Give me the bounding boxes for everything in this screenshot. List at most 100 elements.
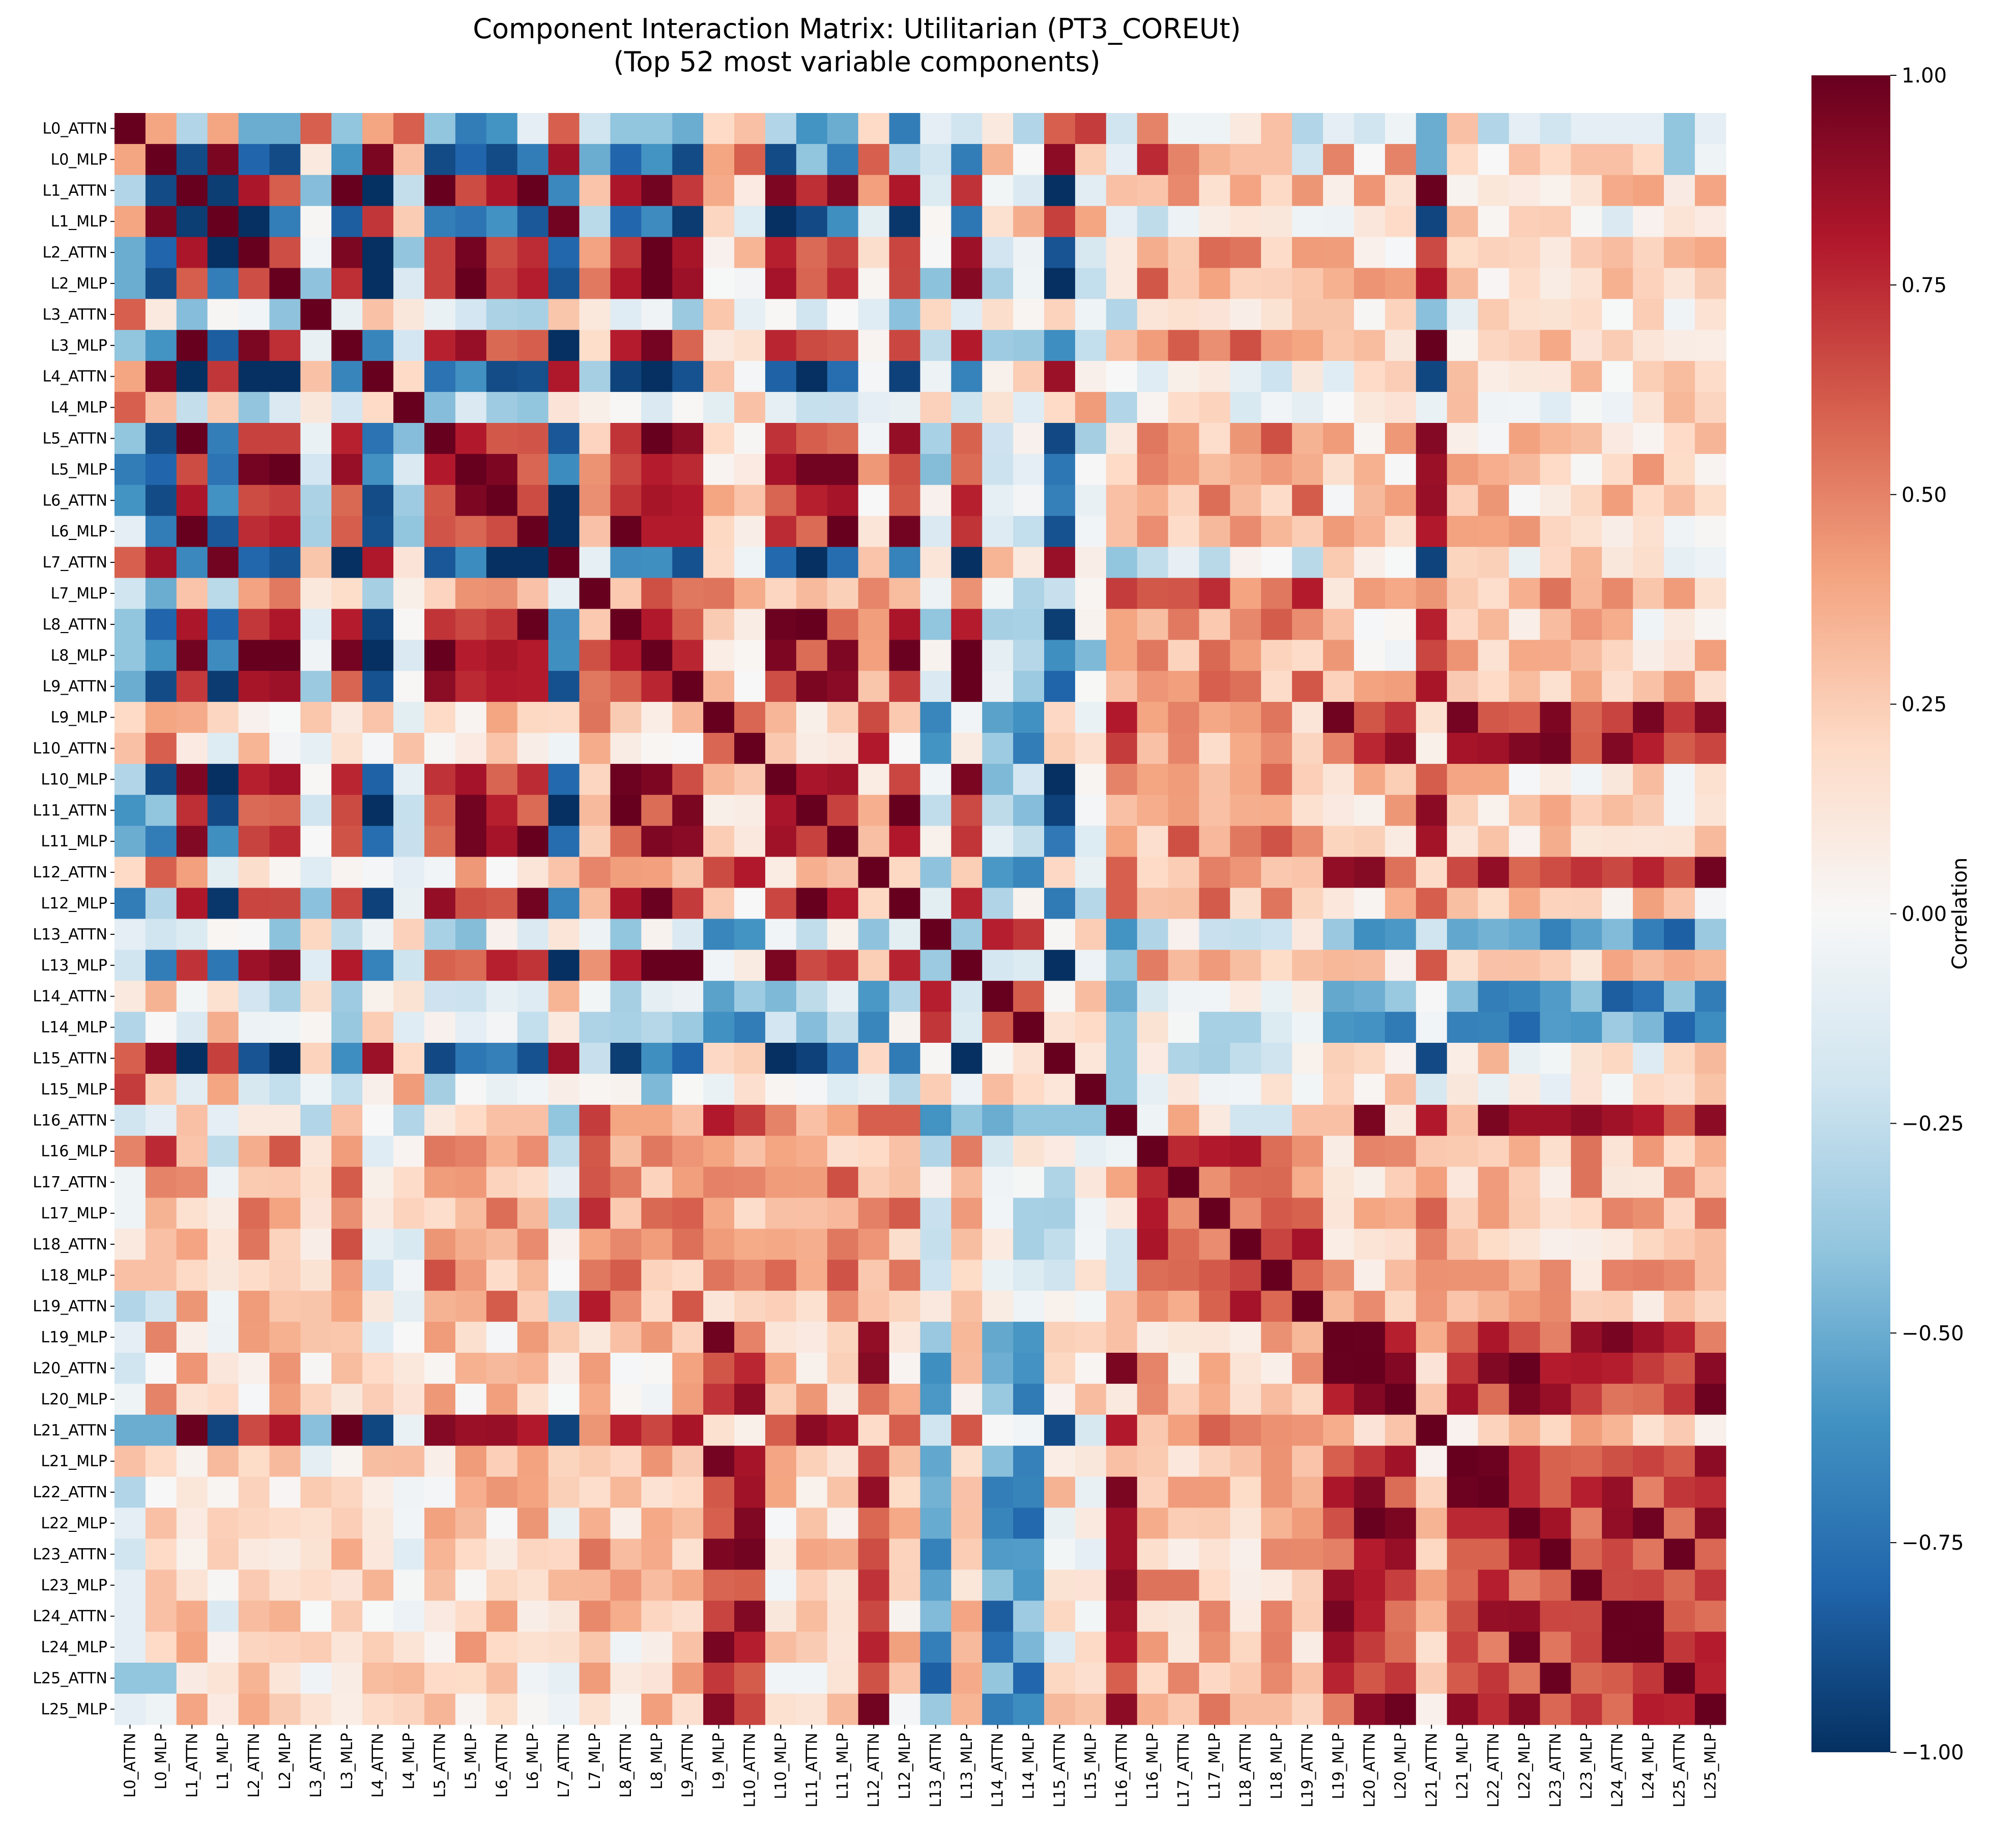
heatmap-cell-L2_ATTN-L20_ATTN	[1354, 237, 1386, 269]
heatmap-cell-L16_ATTN-L18_MLP	[1261, 1104, 1292, 1136]
heatmap-cell-L14_ATTN-L3_MLP	[331, 981, 363, 1012]
heatmap-cell-L5_ATTN-L3_ATTN	[300, 423, 332, 454]
heatmap-cell-L1_ATTN-L0_MLP	[145, 175, 177, 207]
heatmap-cell-L14_MLP-L4_MLP	[393, 1012, 425, 1043]
heatmap-cell-L6_MLP-L20_MLP	[1385, 516, 1417, 548]
heatmap-cell-L23_ATTN-L10_ATTN	[734, 1539, 766, 1570]
heatmap-cell-L21_MLP-L14_ATTN	[982, 1445, 1014, 1477]
heatmap-cell-L9_ATTN-L10_MLP	[765, 671, 797, 702]
heatmap-cell-L1_MLP-L1_ATTN	[176, 206, 208, 238]
heatmap-cell-L12_MLP-L8_ATTN	[610, 888, 642, 919]
heatmap-cell-L4_MLP-L23_ATTN	[1540, 392, 1571, 423]
y-tick-label: L19_MLP	[41, 1329, 107, 1347]
heatmap-cell-L2_ATTN-L13_MLP	[951, 237, 983, 269]
heatmap-cell-L13_ATTN-L25_ATTN	[1664, 919, 1695, 950]
heatmap-cell-L11_MLP-L11_ATTN	[796, 825, 828, 858]
heatmap-cell-L25_MLP-L5_MLP	[455, 1693, 487, 1725]
heatmap-cell-L11_ATTN-L16_MLP	[1137, 794, 1169, 827]
heatmap-cell-L12_ATTN-L6_MLP	[517, 857, 549, 889]
heatmap-cell-L22_MLP-L0_MLP	[145, 1507, 177, 1539]
heatmap-cell-L0_ATTN-L15_ATTN	[1044, 113, 1076, 145]
heatmap-cell-L5_ATTN-L13_MLP	[951, 423, 983, 454]
heatmap-cell-L1_MLP-L24_MLP	[1633, 206, 1664, 238]
heatmap-cell-L23_MLP-L13_MLP	[951, 1570, 983, 1601]
heatmap-cell-L19_MLP-L22_MLP	[1509, 1322, 1540, 1353]
heatmap-cell-L8_ATTN-L16_MLP	[1137, 609, 1169, 640]
heatmap-cell-L2_ATTN-L8_MLP	[641, 237, 673, 269]
heatmap-cell-L23_MLP-L9_MLP	[703, 1570, 735, 1601]
heatmap-cell-L3_ATTN-L11_MLP	[827, 299, 859, 330]
heatmap-cell-L8_ATTN-L3_ATTN	[300, 609, 332, 640]
heatmap-cell-L5_ATTN-L16_MLP	[1137, 423, 1169, 454]
heatmap-cell-L20_MLP-L13_MLP	[951, 1383, 983, 1415]
heatmap-cell-L3_MLP-L2_ATTN	[238, 330, 270, 361]
heatmap-cell-L15_MLP-L16_ATTN	[1106, 1073, 1138, 1105]
heatmap-cell-L22_MLP-L8_ATTN	[610, 1507, 642, 1539]
heatmap-cell-L21_MLP-L1_ATTN	[176, 1445, 208, 1477]
heatmap-cell-L21_ATTN-L11_MLP	[827, 1414, 859, 1446]
heatmap-cell-L20_MLP-L14_ATTN	[982, 1383, 1014, 1415]
heatmap-cell-L16_ATTN-L20_ATTN	[1354, 1104, 1386, 1136]
heatmap-cell-L15_ATTN-L20_ATTN	[1354, 1043, 1386, 1074]
heatmap-cell-L13_ATTN-L24_MLP	[1633, 919, 1664, 950]
heatmap-cell-L3_MLP-L23_ATTN	[1540, 330, 1571, 361]
heatmap-cell-L4_MLP-L24_ATTN	[1602, 392, 1633, 423]
heatmap-cell-L22_ATTN-L6_MLP	[517, 1476, 549, 1508]
heatmap-cell-L8_MLP-L4_MLP	[393, 640, 425, 671]
heatmap-cell-L22_MLP-L4_ATTN	[362, 1507, 394, 1539]
heatmap-cell-L11_ATTN-L8_ATTN	[610, 794, 642, 827]
heatmap-cell-L4_ATTN-L4_MLP	[393, 361, 425, 392]
heatmap-cell-L4_MLP-L5_ATTN	[424, 392, 456, 423]
heatmap-cell-L22_ATTN-L16_ATTN	[1106, 1476, 1138, 1508]
heatmap-cell-L7_MLP-L7_MLP	[579, 578, 611, 609]
heatmap-cell-L14_MLP-L2_ATTN	[238, 1012, 270, 1043]
heatmap-cell-L12_ATTN-L3_MLP	[331, 857, 363, 889]
heatmap-cell-L20_ATTN-L0_MLP	[145, 1353, 177, 1384]
heatmap-cell-L2_MLP-L25_MLP	[1694, 268, 1726, 299]
heatmap-cell-L16_ATTN-L10_MLP	[765, 1104, 797, 1136]
heatmap-cell-L9_MLP-L21_MLP	[1447, 702, 1479, 733]
heatmap-cell-L0_MLP-L8_ATTN	[610, 144, 642, 176]
heatmap-cell-L8_ATTN-L15_ATTN	[1044, 609, 1076, 640]
heatmap-cell-L1_ATTN-L18_MLP	[1261, 175, 1292, 207]
heatmap-cell-L7_MLP-L13_ATTN	[920, 578, 952, 609]
heatmap-cell-L10_ATTN-L1_ATTN	[176, 733, 208, 764]
heatmap-cell-L21_ATTN-L8_MLP	[641, 1414, 673, 1446]
heatmap-cell-L12_ATTN-L25_MLP	[1694, 857, 1726, 889]
heatmap-cell-L20_ATTN-L15_ATTN	[1044, 1353, 1076, 1384]
heatmap-cell-L10_MLP-L4_MLP	[393, 763, 425, 795]
heatmap-cell-L20_ATTN-L18_MLP	[1261, 1353, 1292, 1384]
heatmap-cell-L20_ATTN-L4_MLP	[393, 1353, 425, 1384]
heatmap-cell-L8_MLP-L1_ATTN	[176, 640, 208, 671]
heatmap-cell-L21_ATTN-L14_ATTN	[982, 1414, 1014, 1446]
heatmap-cell-L3_MLP-L18_ATTN	[1230, 330, 1261, 361]
heatmap-cell-L4_MLP-L0_MLP	[145, 392, 177, 423]
colorbar-tick-label: −0.50	[1902, 1322, 1964, 1345]
heatmap-cell-L13_MLP-L18_MLP	[1261, 950, 1292, 981]
heatmap-cell-L6_ATTN-L4_MLP	[393, 485, 425, 517]
heatmap-cell-L12_ATTN-L17_MLP	[1199, 857, 1230, 889]
heatmap-cell-L10_MLP-L22_MLP	[1509, 763, 1540, 795]
heatmap-cell-L16_MLP-L3_ATTN	[300, 1135, 332, 1167]
heatmap-cell-L7_ATTN-L25_ATTN	[1664, 547, 1695, 579]
heatmap-cell-L5_ATTN-L14_ATTN	[982, 423, 1014, 454]
heatmap-cell-L14_ATTN-L2_ATTN	[238, 981, 270, 1012]
heatmap-cell-L8_MLP-L7_ATTN	[548, 640, 580, 671]
heatmap-cell-L11_ATTN-L8_MLP	[641, 794, 673, 827]
heatmap-cell-L8_MLP-L2_MLP	[269, 640, 301, 671]
heatmap-cell-L13_MLP-L9_ATTN	[672, 950, 704, 981]
heatmap-cell-L20_MLP-L11_ATTN	[796, 1383, 828, 1415]
heatmap-cell-L17_MLP-L15_MLP	[1075, 1198, 1107, 1229]
heatmap-cell-L16_ATTN-L25_MLP	[1694, 1104, 1726, 1136]
heatmap-cell-L25_MLP-L2_ATTN	[238, 1693, 270, 1725]
heatmap-cell-L17_ATTN-L12_ATTN	[858, 1166, 890, 1199]
heatmap-cell-L3_MLP-L15_MLP	[1075, 330, 1107, 361]
heatmap-cell-L14_MLP-L3_ATTN	[300, 1012, 332, 1043]
heatmap-cell-L16_MLP-L12_MLP	[889, 1135, 920, 1167]
heatmap-cell-L12_ATTN-L13_MLP	[951, 857, 983, 889]
heatmap-cell-L10_ATTN-L6_ATTN	[486, 733, 518, 764]
heatmap-cell-L19_ATTN-L6_MLP	[517, 1291, 549, 1322]
heatmap-cell-L14_ATTN-L9_MLP	[703, 981, 735, 1012]
heatmap-cell-L20_ATTN-L10_MLP	[765, 1353, 797, 1384]
heatmap-cell-L3_ATTN-L16_MLP	[1137, 299, 1169, 330]
